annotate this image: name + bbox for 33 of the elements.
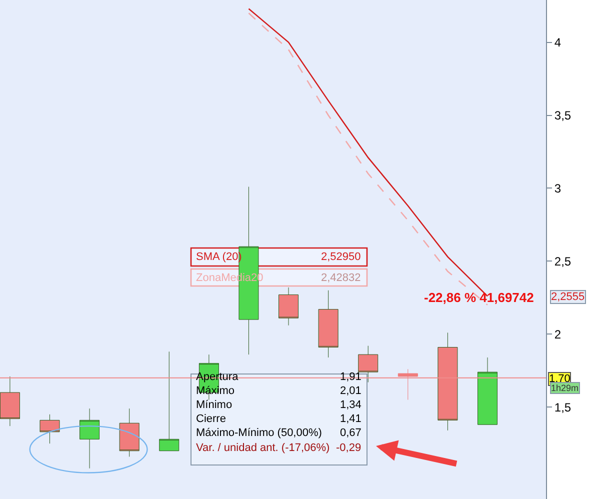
annotation: 1,91 [340,371,362,383]
text: 2,2555 [551,291,585,303]
candlestick [40,414,60,444]
candlestick [318,290,338,358]
y-tick-label: 1,5 [554,400,572,414]
annotation: Cierre [196,413,226,425]
candlestick [0,376,20,426]
y-tick-label: 2 [554,327,562,342]
annotation: 0,67 [340,427,362,439]
candlestick [80,408,100,469]
y-tick-label: 3,5 [554,108,572,122]
candlestick [278,287,299,326]
annotation: Apertura [196,371,240,383]
ref-line-label: 1,70 [549,373,570,385]
annotation: Var. / unidad ant. (-17,06%) [196,442,330,454]
annotation: -0,29 [336,442,362,454]
candlestick [119,408,140,457]
annotation: Mínimo [196,399,232,411]
annotation: Máximo-Mínimo (50,00%) [196,427,322,439]
annotation: -22,86 % 41,69742 [424,290,534,305]
annotation: 2,42832 [321,272,361,284]
candlestick [398,368,418,400]
candlestick [478,357,498,425]
candlestick [438,332,458,431]
annotation: 2,52950 [321,251,361,263]
y-tick-label: 2,5 [554,254,572,268]
annotation: 1,41 [340,413,362,425]
y-tick-label: 4 [554,36,562,50]
annotation: 1,34 [340,399,362,411]
annotation: 2,01 [340,385,362,397]
candlestick [159,351,180,452]
y-tick-label: 3 [554,181,562,196]
text: 1h29m [551,383,579,393]
